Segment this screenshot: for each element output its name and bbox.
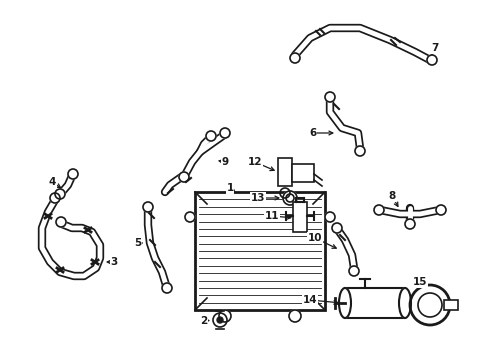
Text: 8: 8 (387, 191, 395, 201)
Circle shape (426, 55, 436, 65)
Text: 10: 10 (307, 233, 322, 243)
Circle shape (325, 92, 334, 102)
Circle shape (288, 310, 301, 322)
Circle shape (354, 146, 364, 156)
Circle shape (50, 193, 60, 203)
Text: 7: 7 (430, 43, 438, 53)
Bar (443, 300, 457, 310)
Text: 12: 12 (247, 157, 262, 167)
Text: 2: 2 (200, 316, 207, 326)
Text: 5: 5 (134, 238, 142, 248)
Text: 15: 15 (412, 277, 427, 287)
Circle shape (68, 169, 78, 179)
Circle shape (56, 217, 66, 227)
Circle shape (219, 310, 230, 322)
Text: 4: 4 (48, 177, 56, 187)
Bar (292, 202, 306, 232)
Text: 9: 9 (221, 157, 228, 167)
Circle shape (213, 313, 226, 327)
Circle shape (283, 191, 296, 205)
Text: 11: 11 (264, 211, 279, 221)
Ellipse shape (338, 288, 350, 318)
Text: 13: 13 (250, 193, 264, 203)
Circle shape (348, 266, 358, 276)
Bar (278, 158, 291, 186)
Text: 3: 3 (110, 257, 118, 267)
Circle shape (373, 205, 383, 215)
Circle shape (435, 205, 445, 215)
Bar (195, 192, 325, 310)
Circle shape (417, 293, 441, 317)
Bar (345, 288, 404, 318)
Circle shape (409, 285, 449, 325)
Circle shape (217, 317, 223, 323)
Circle shape (184, 212, 195, 222)
Circle shape (179, 172, 189, 182)
Circle shape (162, 283, 172, 293)
Text: 14: 14 (302, 295, 317, 305)
Text: 1: 1 (226, 183, 233, 193)
Circle shape (331, 223, 341, 233)
Text: 6: 6 (309, 128, 316, 138)
Circle shape (289, 53, 299, 63)
Bar (291, 164, 313, 182)
Circle shape (220, 128, 229, 138)
Circle shape (205, 131, 216, 141)
Circle shape (325, 212, 334, 222)
Circle shape (404, 219, 414, 229)
Circle shape (285, 194, 293, 202)
Circle shape (55, 189, 65, 199)
Ellipse shape (398, 288, 410, 318)
Circle shape (142, 202, 153, 212)
